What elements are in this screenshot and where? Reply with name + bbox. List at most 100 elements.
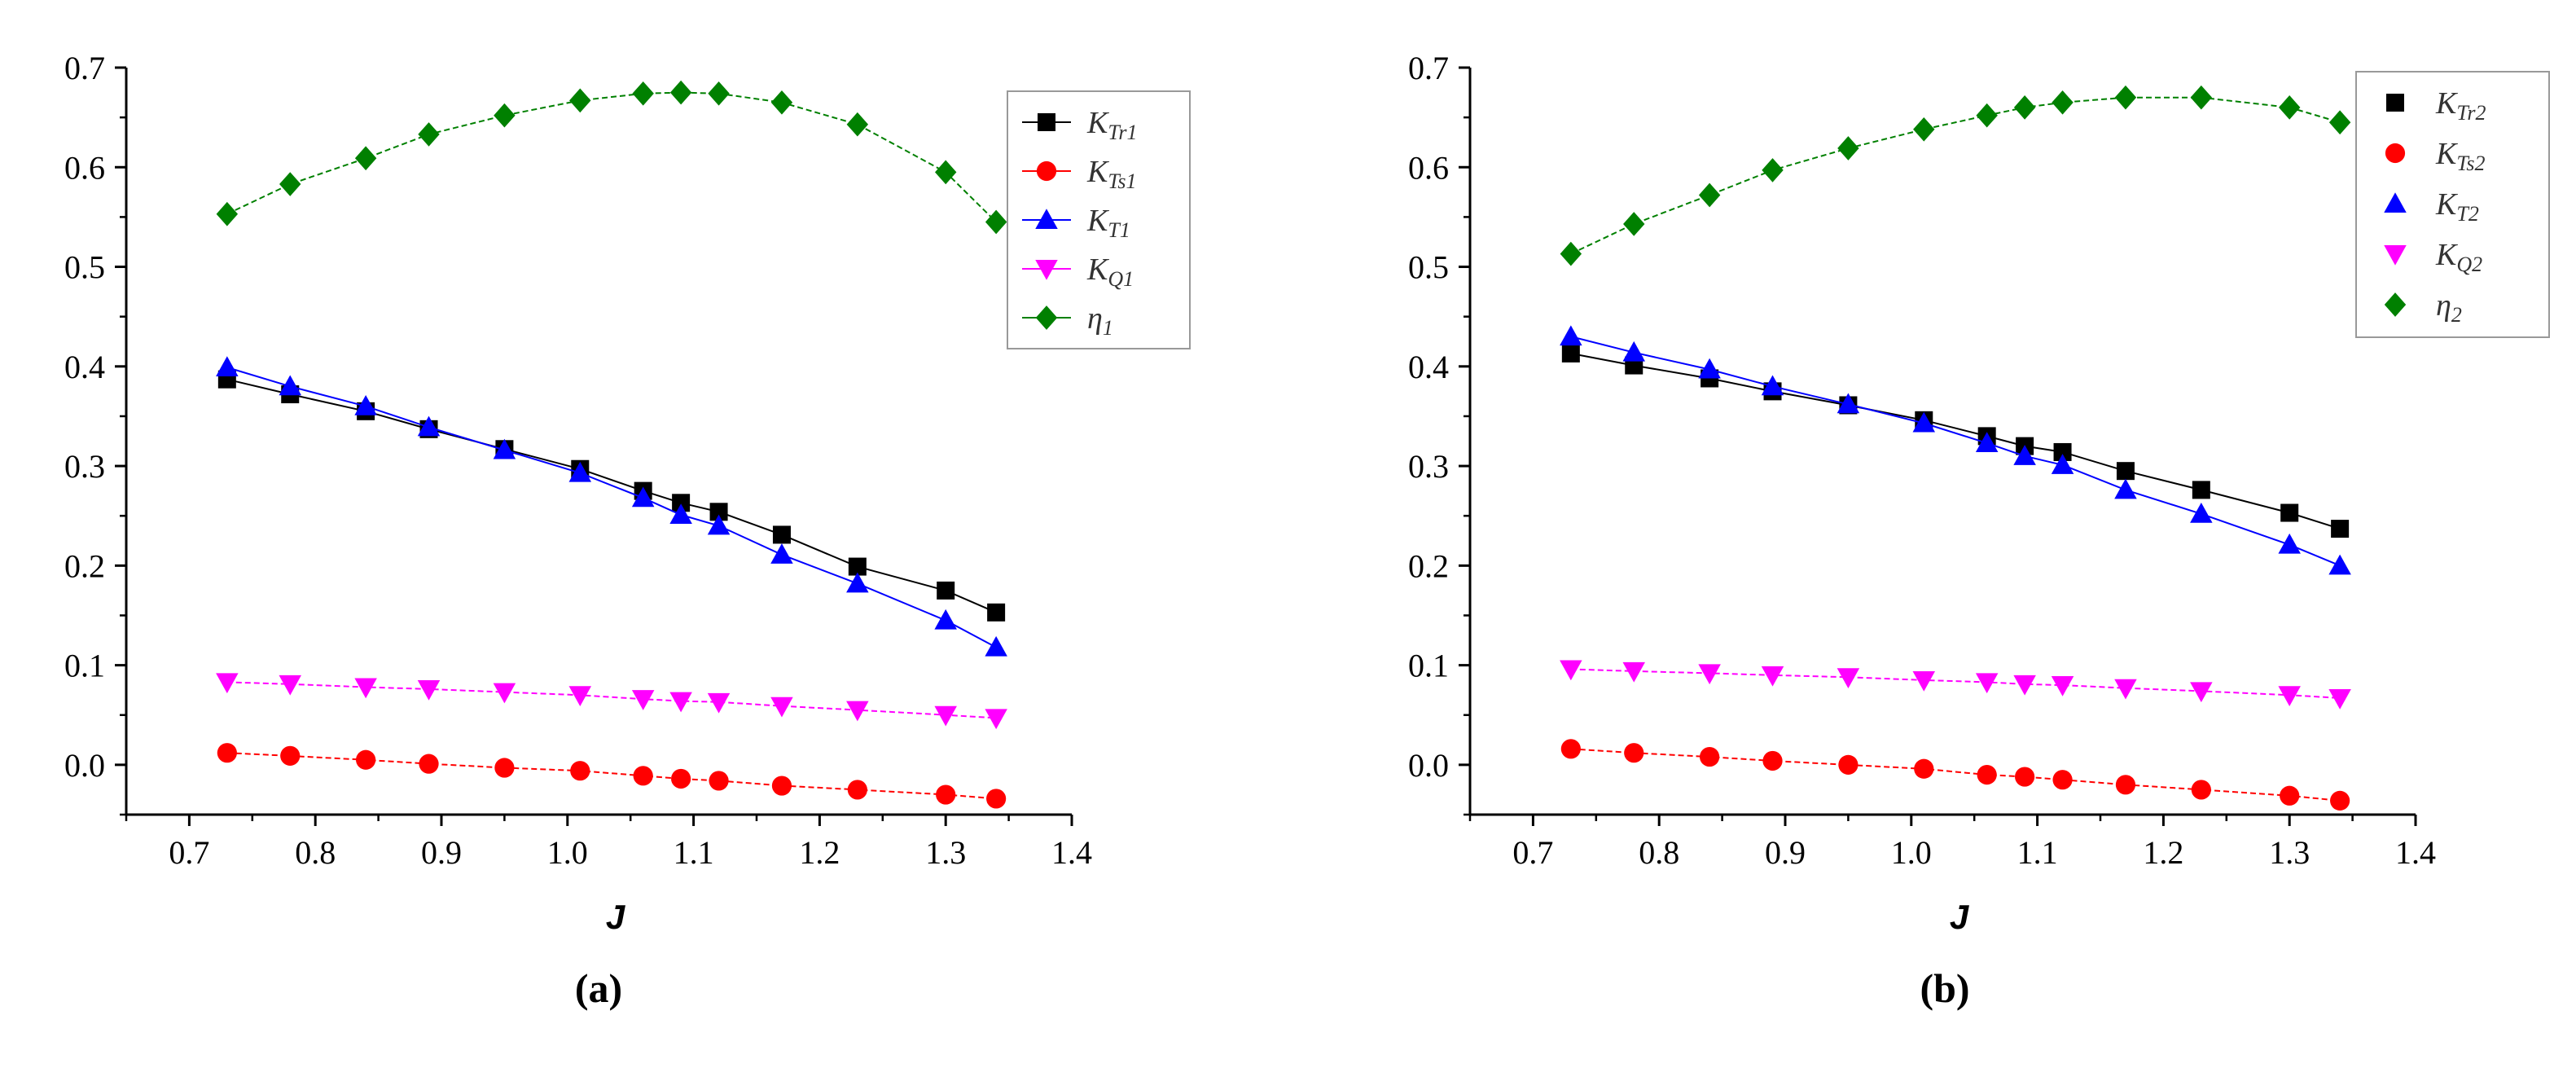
data-point-2 (1698, 182, 1721, 208)
data-point-T2 (1837, 393, 1860, 414)
data-point-T1 (216, 356, 239, 377)
panel-label: (a) (575, 965, 622, 1011)
series-line-T2 (1570, 336, 2341, 567)
data-point-Q2 (1698, 664, 1721, 685)
data-point-Ts1 (771, 776, 792, 796)
data-point-1 (846, 112, 869, 137)
data-point-Q2 (2051, 676, 2074, 696)
data-point-Q1 (707, 692, 731, 714)
y-tick-label: 0.6 (64, 149, 105, 186)
x-tick-label: 0.9 (421, 834, 462, 871)
data-point-Tr1 (709, 503, 728, 521)
x-tick-label: 1.0 (1891, 834, 1932, 871)
data-point-Ts1 (633, 766, 653, 786)
data-point-Ts1 (936, 784, 956, 805)
data-point-Ts1 (217, 743, 237, 763)
data-point-Ts2 (2115, 775, 2136, 795)
x-tick-label: 0.9 (1765, 834, 1806, 871)
data-point-T1 (631, 486, 655, 508)
y-tick-label: 0.7 (64, 50, 105, 86)
legend-label-Q2: KQ2 (2435, 238, 2482, 276)
y-tick-label: 0.2 (64, 547, 105, 584)
data-point-Ts2 (2330, 790, 2350, 811)
data-point-T1 (354, 394, 377, 415)
data-point-Q2 (2013, 675, 2036, 696)
legend-marker-Q1 (1035, 260, 1058, 280)
x-tick-label: 0.8 (1639, 834, 1679, 871)
data-point-Ts2 (1977, 764, 1997, 785)
data-point-Q2 (1975, 673, 1999, 694)
data-point-Q1 (216, 673, 239, 694)
data-point-T1 (669, 503, 692, 524)
data-point-Ts1 (570, 761, 590, 781)
y-tick-label: 0.3 (64, 448, 105, 485)
legend-label-Tr1: KTr1 (1086, 106, 1138, 144)
data-point-Ts2 (1624, 743, 1644, 763)
series-line-2 (1570, 96, 2341, 255)
data-point-T1 (707, 514, 731, 535)
x-tick-label: 1.4 (2395, 834, 2436, 871)
y-tick-label: 0.5 (1408, 249, 1449, 286)
data-point-2 (1913, 116, 1935, 142)
y-tick-label: 0.0 (1408, 747, 1449, 784)
data-point-Ts1 (671, 768, 691, 789)
data-point-Ts2 (1762, 750, 1783, 771)
data-point-Ts2 (2052, 770, 2073, 790)
data-point-Tr1 (848, 557, 867, 576)
data-point-Q1 (985, 709, 1007, 730)
data-point-Ts2 (1700, 746, 1720, 767)
data-point-1 (279, 172, 301, 196)
data-point-Q2 (2114, 679, 2137, 700)
data-point-Q1 (770, 696, 793, 718)
data-point-T2 (1698, 358, 1721, 379)
data-point-Ts1 (280, 745, 301, 766)
data-point-Ts2 (2280, 785, 2300, 806)
x-tick-label: 1.3 (925, 834, 966, 871)
data-point-2 (1560, 241, 1582, 266)
data-point-2 (2052, 90, 2074, 115)
data-point-1 (632, 81, 654, 106)
data-point-Ts2 (1914, 758, 1934, 779)
legend-label-1: η1 (1087, 301, 1113, 340)
data-point-1 (494, 103, 516, 128)
data-point-Ts1 (494, 758, 515, 778)
y-tick-label: 0.0 (64, 747, 105, 784)
y-tick-label: 0.4 (64, 349, 105, 385)
data-point-T2 (1622, 341, 1645, 362)
data-point-Ts2 (1560, 739, 1581, 759)
panel-label: (b) (1920, 965, 1969, 1011)
data-point-2 (1762, 158, 1784, 182)
data-point-T1 (279, 375, 301, 396)
legend-marker-T1 (1035, 209, 1058, 229)
data-point-T1 (985, 635, 1007, 657)
legend-label-Ts2: KTs2 (2435, 137, 2486, 175)
data-point-2 (2013, 95, 2036, 120)
data-point-Q2 (2190, 682, 2213, 703)
legend-label-Tr2: KTr2 (2435, 86, 2486, 125)
x-tick-label: 1.4 (1051, 834, 1092, 871)
data-point-Q1 (934, 705, 957, 727)
data-point-Tr2 (1561, 344, 1580, 363)
legend-marker-T2 (2384, 192, 2407, 213)
data-point-Q1 (846, 701, 869, 722)
data-point-T2 (2114, 478, 2137, 499)
data-point-Tr1 (937, 581, 955, 600)
data-point-Q1 (493, 683, 516, 704)
data-point-T2 (2190, 503, 2213, 523)
data-point-2 (2114, 85, 2137, 110)
data-point-Tr1 (672, 494, 691, 512)
data-point-Tr2 (2331, 520, 2350, 538)
data-point-T2 (1560, 325, 1582, 346)
x-tick-label: 1.2 (2143, 834, 2183, 871)
legend-box (2355, 71, 2550, 338)
data-point-2 (1837, 136, 1859, 160)
data-point-2 (2328, 110, 2351, 135)
x-axis-title: J (606, 898, 626, 936)
data-point-T2 (2051, 454, 2074, 474)
data-point-Tr2 (2053, 442, 2072, 461)
data-point-1 (935, 160, 957, 185)
data-point-1 (770, 90, 793, 115)
y-tick-label: 0.5 (64, 249, 105, 286)
legend-marker-Q2 (2384, 245, 2407, 266)
